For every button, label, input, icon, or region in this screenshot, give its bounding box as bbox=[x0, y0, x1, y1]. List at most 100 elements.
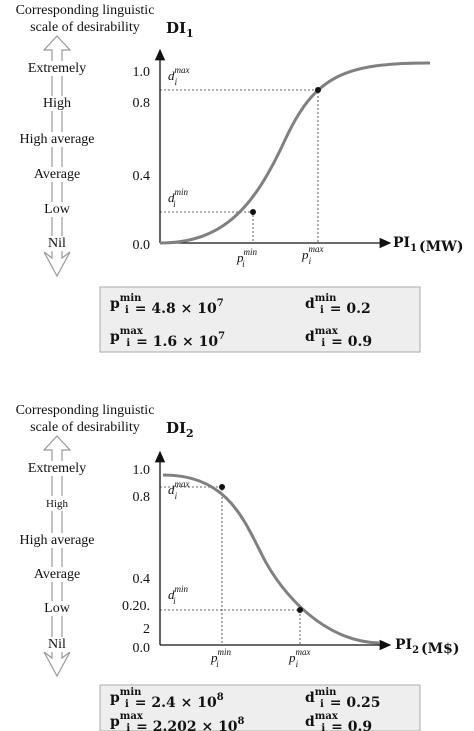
level-label: High average bbox=[19, 132, 94, 147]
base: d bbox=[305, 714, 315, 730]
formula: dmin i = 0.2 bbox=[305, 293, 371, 317]
base: p bbox=[110, 690, 120, 706]
subscript: i bbox=[320, 305, 324, 316]
scale-arrow bbox=[42, 35, 72, 278]
superscript: min bbox=[175, 584, 189, 594]
exponent: 7 bbox=[217, 298, 224, 309]
level-bg bbox=[20, 533, 94, 548]
base: p bbox=[110, 296, 120, 312]
formula: dmax i = 0.9 bbox=[305, 326, 372, 350]
formula: pmin i = 2.4 × 108 bbox=[110, 687, 224, 711]
base: d bbox=[168, 482, 175, 497]
y-tick-label: 0.4 bbox=[133, 572, 151, 587]
curve bbox=[159, 61, 431, 245]
base: d bbox=[305, 296, 315, 312]
rhs: = 2.4 × 10 bbox=[135, 695, 217, 711]
x-axis-label: PI2 (M$) bbox=[395, 637, 460, 657]
exponent: 8 bbox=[217, 692, 224, 703]
rhs: = 0.9 bbox=[331, 719, 372, 731]
superscript: max bbox=[175, 479, 190, 489]
y-tick-label: 0.8 bbox=[133, 96, 151, 111]
superscript: max bbox=[315, 326, 339, 337]
formula-box bbox=[99, 684, 421, 731]
point bbox=[315, 87, 321, 93]
superscript: min bbox=[244, 247, 258, 257]
superscript: min bbox=[218, 647, 232, 657]
level-label: High bbox=[46, 498, 69, 510]
subscript: i bbox=[216, 659, 219, 669]
subscript: i bbox=[126, 338, 130, 349]
p-max-label: pmax i bbox=[288, 647, 311, 669]
scale-title: scale of desirability bbox=[30, 20, 140, 35]
subscript: i bbox=[175, 491, 178, 501]
level-label: Nil bbox=[48, 236, 66, 251]
level-bg bbox=[20, 496, 94, 511]
rhs: = 2.202 × 10 bbox=[136, 719, 238, 731]
superscript: min bbox=[315, 293, 337, 304]
level-label: Nil bbox=[48, 637, 66, 652]
subscript: 1 bbox=[410, 243, 417, 254]
d-max-label: dmax i bbox=[168, 65, 190, 87]
p-min-label: pmin i bbox=[236, 247, 258, 269]
superscript: max bbox=[315, 711, 339, 722]
rhs: = 4.8 × 10 bbox=[135, 301, 217, 317]
superscript: min bbox=[315, 687, 337, 698]
base: p bbox=[288, 650, 296, 665]
guide-line bbox=[160, 89, 319, 243]
formula: dmax i = 0.9 bbox=[305, 711, 372, 731]
subscript: i bbox=[126, 723, 130, 731]
level-bg bbox=[20, 637, 94, 652]
scale-title: scale of desirability bbox=[30, 420, 140, 435]
level-bg bbox=[20, 96, 94, 111]
y-tick-label: 1.0 bbox=[133, 65, 151, 80]
y-tick-label: 1.0 bbox=[133, 463, 151, 478]
d-min-label: dmin i bbox=[168, 584, 189, 606]
level-bg bbox=[20, 61, 94, 76]
level-bg bbox=[20, 601, 94, 616]
y-tick-label: 0.20. bbox=[122, 599, 150, 614]
subscript: 2 bbox=[186, 427, 194, 440]
level-bg bbox=[20, 202, 94, 217]
d-min-label: dmin i bbox=[168, 187, 189, 209]
superscript: min bbox=[120, 293, 142, 304]
base: d bbox=[168, 587, 175, 602]
superscript: min bbox=[175, 187, 189, 197]
level-label: Average bbox=[34, 167, 80, 182]
level-label: Low bbox=[44, 601, 71, 616]
unit: (MW) bbox=[419, 239, 463, 255]
p-max-label: pmax i bbox=[301, 244, 324, 266]
base: d bbox=[168, 68, 175, 83]
superscript: min bbox=[120, 687, 142, 698]
d-max-label: dmax i bbox=[168, 479, 190, 501]
subscript: i bbox=[321, 723, 325, 731]
level-bg bbox=[20, 236, 94, 251]
superscript: max bbox=[120, 326, 144, 337]
level-label: High bbox=[43, 96, 71, 111]
curve bbox=[162, 473, 381, 645]
base: DI bbox=[166, 419, 186, 437]
level-label: Extremely bbox=[28, 461, 86, 476]
base: d bbox=[305, 690, 315, 706]
formula-box bbox=[99, 286, 421, 353]
base: d bbox=[305, 329, 315, 345]
y-tick-label: 0.0 bbox=[133, 238, 151, 253]
formula: pmax i = 1.6 × 107 bbox=[110, 326, 225, 350]
subscript: i bbox=[175, 77, 178, 87]
point bbox=[219, 484, 225, 490]
exponent: 7 bbox=[218, 331, 225, 342]
base: DI bbox=[166, 19, 186, 37]
exponent: 8 bbox=[238, 716, 245, 727]
subscript: 2 bbox=[412, 645, 419, 656]
subscript: i bbox=[173, 596, 176, 606]
p-min-label: pmin i bbox=[210, 647, 232, 669]
level-bg bbox=[20, 132, 94, 147]
superscript: max bbox=[309, 244, 324, 254]
base: p bbox=[110, 329, 120, 345]
level-bg bbox=[20, 461, 94, 476]
guide-line bbox=[160, 609, 301, 645]
level-bg bbox=[20, 567, 94, 582]
scale-arrow bbox=[42, 435, 72, 678]
superscript: max bbox=[120, 711, 144, 722]
base: PI bbox=[393, 235, 410, 251]
